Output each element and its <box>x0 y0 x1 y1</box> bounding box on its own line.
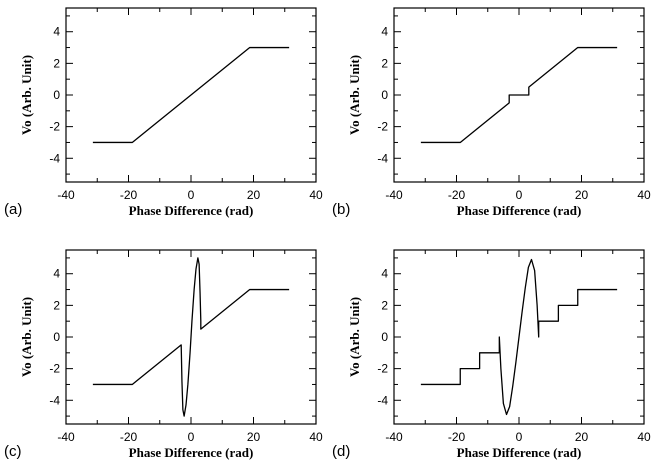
y-axis-label: Vo (Arb. Unit) <box>19 55 34 135</box>
x-axis-label: Phase Difference (rad) <box>129 203 254 218</box>
x-tick-label: -20 <box>448 430 466 444</box>
y-tick-label: 4 <box>53 25 60 39</box>
panel-label: (b) <box>332 201 350 218</box>
x-axis-label: Phase Difference (rad) <box>457 445 582 460</box>
x-tick-label: -20 <box>120 430 138 444</box>
y-axis-label: Vo (Arb. Unit) <box>347 297 362 377</box>
x-tick-label: -40 <box>57 430 75 444</box>
x-tick-label: 40 <box>309 188 323 202</box>
y-tick-label: 2 <box>381 56 388 70</box>
y-tick-label: -4 <box>49 393 60 407</box>
y-tick-label: 4 <box>381 267 388 281</box>
y-axis-label: Vo (Arb. Unit) <box>19 297 34 377</box>
y-tick-label: -2 <box>377 120 388 134</box>
x-tick-label: -40 <box>385 188 403 202</box>
panel-label: (a) <box>4 201 22 218</box>
y-tick-label: -4 <box>377 393 388 407</box>
y-tick-label: 0 <box>381 330 388 344</box>
y-tick-label: -2 <box>49 362 60 376</box>
x-tick-label: -40 <box>57 188 75 202</box>
x-tick-label: 20 <box>247 188 261 202</box>
x-tick-label: 0 <box>516 188 523 202</box>
x-tick-label: 0 <box>188 188 195 202</box>
x-tick-label: 0 <box>188 430 195 444</box>
series-line <box>92 46 290 144</box>
y-tick-label: -4 <box>377 151 388 165</box>
panel-label: (d) <box>332 443 350 460</box>
x-tick-label: -20 <box>120 188 138 202</box>
x-tick-label: 20 <box>575 430 589 444</box>
x-tick-label: 40 <box>637 188 651 202</box>
y-tick-label: 2 <box>53 298 60 312</box>
x-axis-label: Phase Difference (rad) <box>129 445 254 460</box>
y-tick-label: 4 <box>381 25 388 39</box>
x-tick-label: 20 <box>247 430 261 444</box>
series-line <box>420 46 618 144</box>
x-tick-label: -40 <box>385 430 403 444</box>
x-tick-label: 40 <box>309 430 323 444</box>
x-tick-label: 0 <box>516 430 523 444</box>
panel-label: (c) <box>4 443 22 460</box>
x-tick-label: 20 <box>575 188 589 202</box>
y-tick-label: 4 <box>53 267 60 281</box>
series-line <box>92 257 290 417</box>
y-tick-label: -4 <box>49 151 60 165</box>
x-tick-label: -20 <box>448 188 466 202</box>
y-tick-label: 2 <box>53 56 60 70</box>
y-tick-label: -2 <box>49 120 60 134</box>
x-tick-label: 40 <box>637 430 651 444</box>
x-axis-label: Phase Difference (rad) <box>457 203 582 218</box>
y-tick-label: 0 <box>53 88 60 102</box>
y-axis-label: Vo (Arb. Unit) <box>347 55 362 135</box>
y-tick-label: 2 <box>381 298 388 312</box>
y-tick-label: -2 <box>377 362 388 376</box>
y-tick-label: 0 <box>381 88 388 102</box>
series-line <box>420 258 618 416</box>
y-tick-label: 0 <box>53 330 60 344</box>
